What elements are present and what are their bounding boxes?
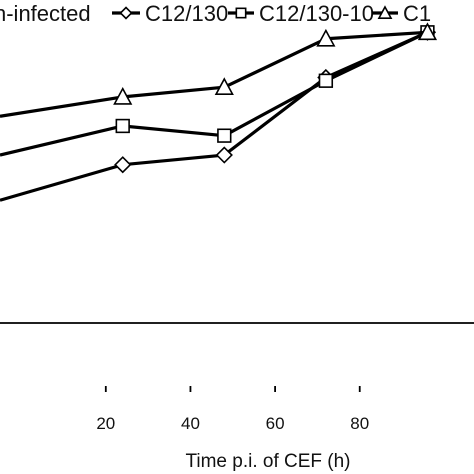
legend-marker-diamond <box>119 6 133 20</box>
legend-item-c1: C1 <box>372 1 431 26</box>
legend-label: C12/130-10 <box>259 1 374 26</box>
data-point-c12-130 <box>114 156 132 174</box>
x-tick-label: 80 <box>350 414 369 433</box>
data-point-c12-130-10 <box>318 73 334 88</box>
legend-label: C12/130 <box>145 1 228 26</box>
x-axis-ticks: 20 40 60 80 <box>96 386 369 433</box>
x-tick-label: 60 <box>266 414 285 433</box>
x-axis-label: Time p.i. of CEF (h) <box>185 451 350 472</box>
x-tick-label: 20 <box>96 414 115 433</box>
series-c12-130-10 <box>0 25 435 157</box>
legend-item-n-infected: n-infected <box>0 1 91 26</box>
data-point-c12-130-10 <box>115 118 130 134</box>
series-c1 <box>0 22 438 118</box>
legend-label: n-infected <box>0 1 91 26</box>
data-point-c1 <box>214 77 234 96</box>
x-tick-label: 40 <box>181 414 200 433</box>
series-c12-130 <box>0 23 437 202</box>
series-line-c1 <box>0 30 428 118</box>
plot-series <box>0 22 438 202</box>
data-point-c1 <box>417 22 438 41</box>
legend-label: C1 <box>403 1 431 26</box>
series-line-c12-130-10 <box>0 30 429 157</box>
data-point-c1 <box>113 86 133 105</box>
legend: n-infected C12/130 C12/130-10 C1 <box>0 1 431 26</box>
legend-marker-triangle <box>377 5 393 19</box>
data-point-c12-130-10 <box>217 128 232 143</box>
data-point-c12-130 <box>215 146 233 164</box>
legend-item-c12-130-10: C12/130-10 <box>228 1 374 26</box>
data-point-c1 <box>316 28 336 47</box>
legend-marker-square <box>235 7 247 19</box>
legend-item-c12-130: C12/130 <box>112 1 228 26</box>
series-line-c12-130 <box>0 30 429 202</box>
